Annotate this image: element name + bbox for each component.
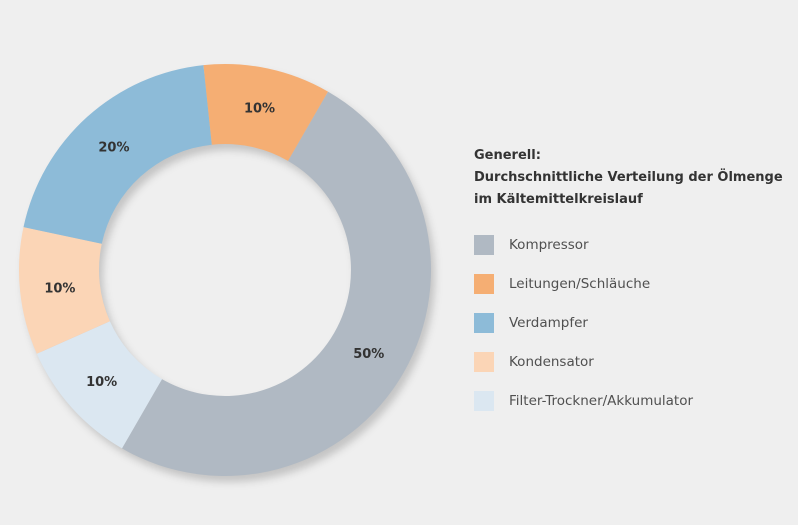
legend: Generell: Durchschnittliche Verteilung d… bbox=[474, 145, 784, 420]
slice-kompressor bbox=[122, 91, 431, 477]
legend-label-leitungen: Leitungen/Schläuche bbox=[509, 275, 651, 292]
donut-chart: 50% 10% 10% 20% 10% bbox=[18, 63, 435, 482]
legend-swatch-verdampfer bbox=[474, 312, 494, 333]
slice-leitungen bbox=[203, 63, 328, 161]
legend-label-kompressor: Kompressor bbox=[509, 236, 589, 253]
slice-filter-trockner bbox=[36, 321, 163, 449]
legend-title: Generell: Durchschnittliche Verteilung d… bbox=[474, 145, 784, 211]
legend-swatch-leitungen bbox=[474, 273, 494, 294]
legend-swatch-kondensator bbox=[474, 351, 494, 372]
slice-verdampfer bbox=[23, 65, 212, 244]
slice-label-leitungen: 10% bbox=[244, 102, 275, 117]
legend-swatch-filter-trockner bbox=[474, 390, 494, 411]
slice-label-verdampfer: 20% bbox=[98, 141, 129, 156]
slice-kondensator bbox=[18, 227, 110, 354]
legend-label-verdampfer: Verdampfer bbox=[509, 314, 588, 331]
chart-subtitle-line-2: im Kältemittelkreislauf bbox=[474, 192, 643, 207]
legend-item-kondensator: Kondensator bbox=[474, 342, 784, 381]
slice-label-kompressor: 50% bbox=[353, 347, 384, 362]
chart-title: Generell: bbox=[474, 148, 541, 163]
legend-label-filter-trockner: Filter-Trockner/Akkumulator bbox=[509, 392, 694, 409]
legend-item-leitungen: Leitungen/Schläuche bbox=[474, 264, 784, 303]
legend-item-filter-trockner: Filter-Trockner/Akkumulator bbox=[474, 381, 784, 420]
chart-subtitle-line-1: Durchschnittliche Verteilung der Ölmenge bbox=[474, 170, 783, 185]
legend-item-verdampfer: Verdampfer bbox=[474, 303, 784, 342]
legend-swatch-kompressor bbox=[474, 234, 494, 255]
slice-label-filter-trockner: 10% bbox=[86, 375, 117, 390]
slice-label-kondensator: 10% bbox=[44, 281, 75, 296]
legend-item-kompressor: Kompressor bbox=[474, 225, 784, 264]
legend-label-kondensator: Kondensator bbox=[509, 353, 594, 370]
